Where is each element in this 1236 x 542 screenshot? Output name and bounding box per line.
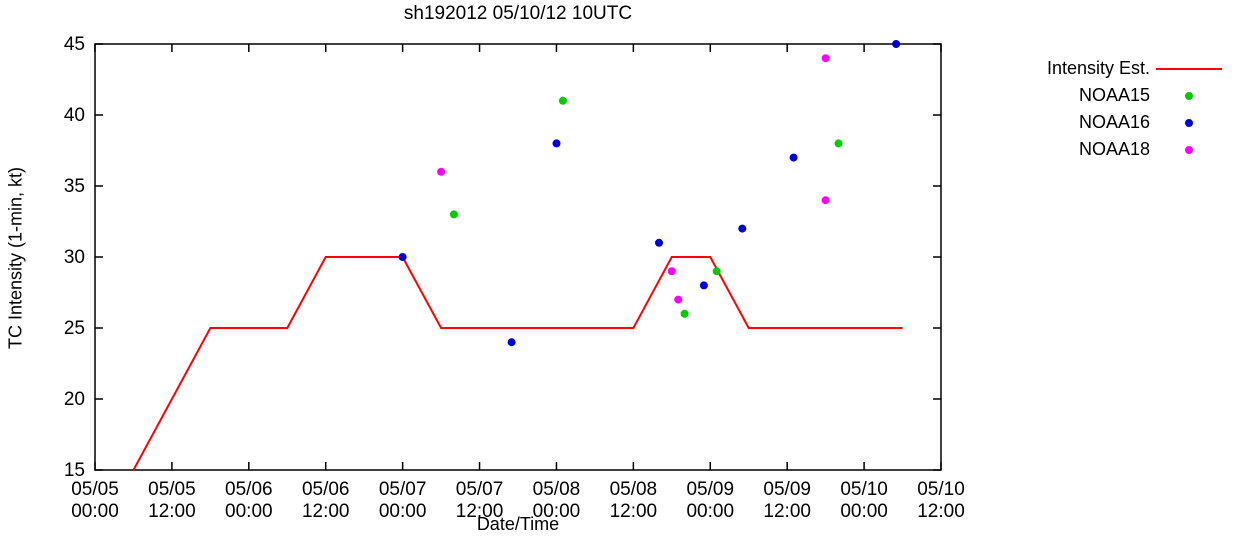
legend-row: NOAA18 bbox=[990, 136, 1228, 163]
legend-label: Intensity Est. bbox=[1046, 58, 1150, 78]
x-tick-label-date: 05/06 bbox=[225, 479, 273, 500]
y-tick-label: 25 bbox=[64, 318, 85, 339]
x-tick-label-time: 00:00 bbox=[840, 501, 888, 522]
scatter-point-noaa16 bbox=[398, 253, 407, 261]
legend-row: NOAA16 bbox=[990, 109, 1228, 136]
x-tick-label-time: 12:00 bbox=[917, 501, 965, 522]
legend: Intensity Est. NOAA15 NOAA16 NOAA18 bbox=[990, 55, 1228, 163]
y-tick-label: 20 bbox=[64, 389, 85, 410]
y-tick-label: 45 bbox=[64, 34, 85, 55]
scatter-point-noaa16 bbox=[892, 40, 901, 48]
x-tick-label-time: 12:00 bbox=[302, 501, 350, 522]
y-axis-label: TC Intensity (1-min, kt) bbox=[5, 166, 26, 350]
scatter-point-noaa18 bbox=[437, 167, 446, 176]
scatter-point-noaa18 bbox=[674, 295, 683, 304]
scatter-point-noaa15 bbox=[712, 267, 721, 276]
x-tick-label-date: 05/09 bbox=[686, 479, 734, 500]
legend-dot-marker bbox=[1185, 118, 1193, 127]
x-tick-label-date: 05/08 bbox=[610, 479, 658, 500]
legend-label: NOAA16 bbox=[1078, 112, 1150, 132]
scatter-point-noaa18 bbox=[667, 267, 676, 276]
scatter-point-noaa16 bbox=[655, 238, 663, 247]
scatter-point-noaa16 bbox=[699, 281, 708, 290]
x-tick-label-date: 05/05 bbox=[148, 479, 196, 500]
legend-dot-marker bbox=[1185, 91, 1193, 100]
plot-border bbox=[94, 43, 942, 471]
x-tick-label-date: 05/07 bbox=[456, 479, 504, 500]
legend-marker-cell bbox=[1150, 67, 1228, 70]
legend-marker-cell bbox=[1150, 118, 1228, 127]
legend-marker-cell bbox=[1150, 91, 1228, 100]
chart-title: sh192012 05/10/12 10UTC bbox=[403, 3, 633, 24]
x-tick-label-date: 05/05 bbox=[71, 479, 119, 500]
scatter-point-noaa16 bbox=[507, 338, 516, 347]
scatter-point-noaa16 bbox=[552, 139, 561, 148]
scatter-point-noaa15 bbox=[680, 309, 689, 318]
x-tick-label-time: 00:00 bbox=[225, 501, 273, 522]
x-tick-label-time: 12:00 bbox=[456, 501, 504, 522]
x-tick-label-time: 00:00 bbox=[686, 501, 734, 522]
scatter-point-noaa15 bbox=[449, 210, 458, 219]
scatter-point-noaa18 bbox=[821, 54, 830, 63]
x-tick-label-time: 00:00 bbox=[71, 501, 119, 522]
scatter-point-noaa15 bbox=[558, 96, 567, 105]
scatter-point-noaa15 bbox=[834, 139, 843, 148]
x-tick-label-time: 12:00 bbox=[763, 501, 811, 522]
legend-label: NOAA18 bbox=[1078, 139, 1150, 159]
x-tick-label-date: 05/10 bbox=[840, 479, 888, 500]
legend-dot-marker bbox=[1185, 145, 1193, 154]
legend-marker-cell bbox=[1150, 145, 1228, 154]
x-axis-label: Date/Time bbox=[476, 514, 560, 534]
y-tick-label: 35 bbox=[64, 176, 85, 197]
intensity-line bbox=[132, 256, 903, 471]
x-tick-label-time: 12:00 bbox=[610, 501, 658, 522]
scatter-point-noaa16 bbox=[738, 224, 747, 233]
legend-label: NOAA15 bbox=[1078, 85, 1150, 105]
x-tick-label-time: 00:00 bbox=[533, 501, 581, 522]
x-tick-label-date: 05/07 bbox=[379, 479, 427, 500]
legend-row: Intensity Est. bbox=[990, 55, 1228, 82]
legend-line-marker bbox=[1156, 67, 1222, 70]
y-tick-label: 40 bbox=[64, 105, 85, 126]
y-tick-label: 30 bbox=[64, 247, 85, 268]
legend-row: NOAA15 bbox=[990, 82, 1228, 109]
x-tick-label-time: 00:00 bbox=[379, 501, 427, 522]
x-tick-label-date: 05/09 bbox=[763, 479, 811, 500]
scatter-point-noaa16 bbox=[789, 153, 798, 162]
x-tick-label-time: 12:00 bbox=[148, 501, 196, 522]
x-tick-label-date: 05/10 bbox=[917, 479, 965, 500]
x-tick-label-date: 05/06 bbox=[302, 479, 350, 500]
x-tick-label-date: 05/08 bbox=[533, 479, 581, 500]
y-tick-label: 15 bbox=[64, 460, 85, 481]
scatter-point-noaa18 bbox=[821, 196, 830, 205]
